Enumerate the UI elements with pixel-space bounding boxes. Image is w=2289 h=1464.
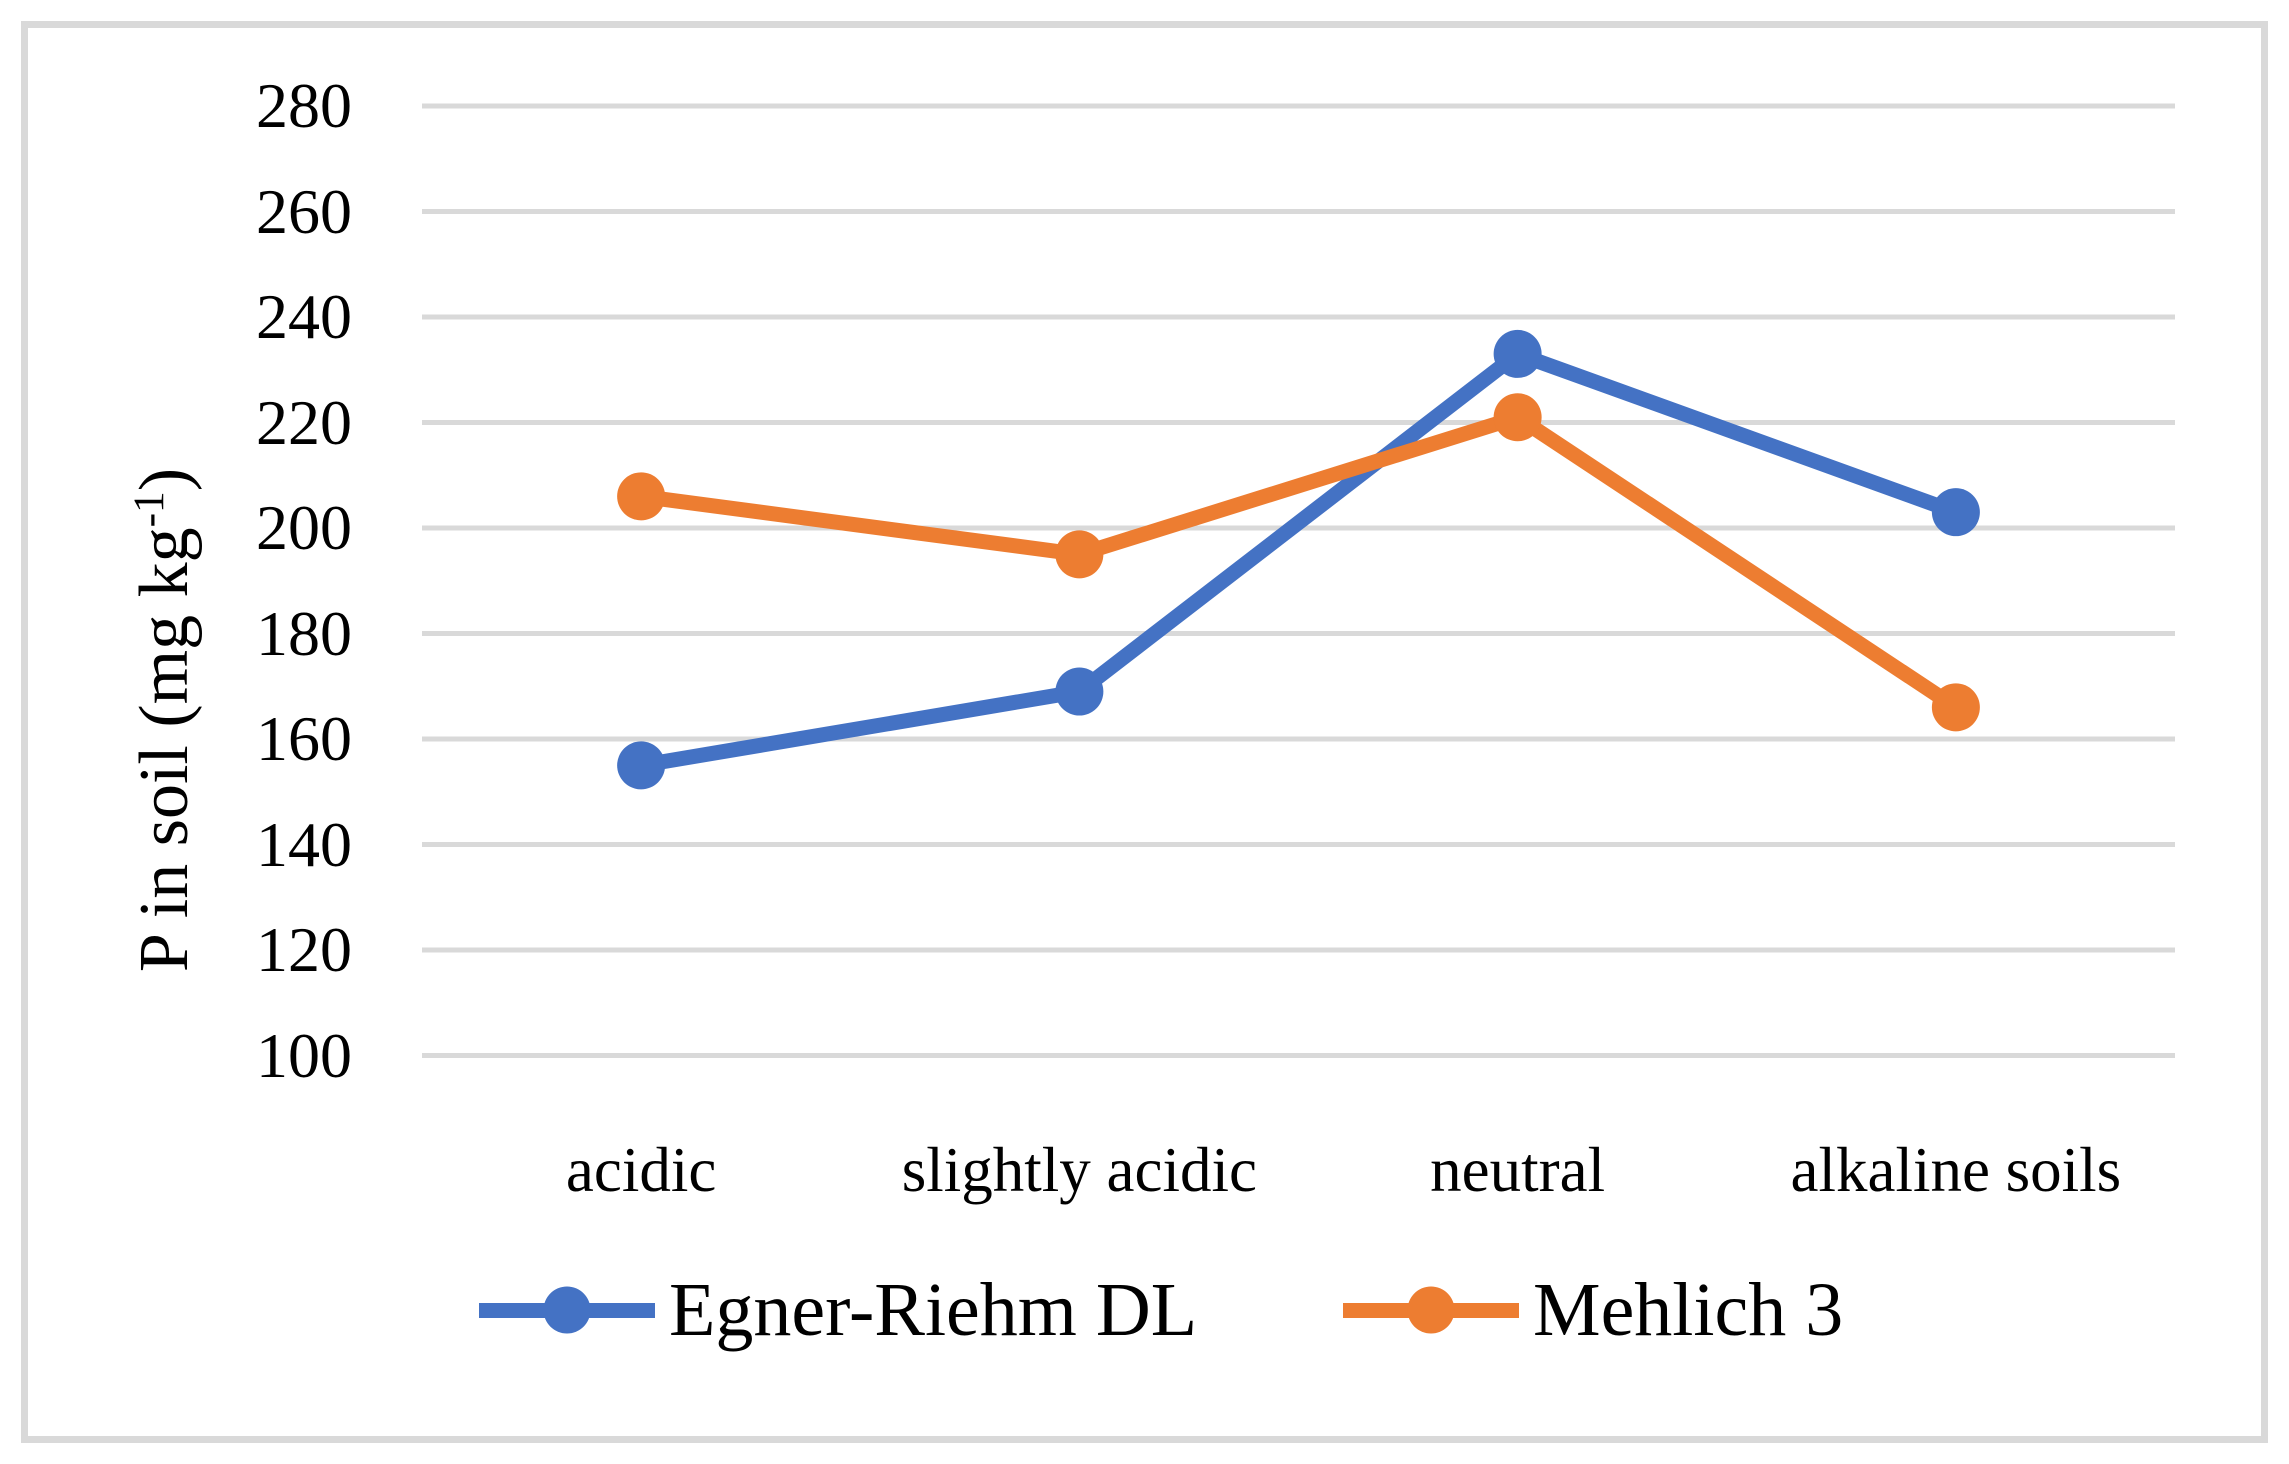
data-point-marker	[1055, 667, 1104, 716]
y-tick-label: 120	[256, 914, 352, 985]
legend-marker-icon	[543, 1286, 591, 1334]
y-tick-label: 240	[256, 281, 352, 352]
y-tick-label: 280	[256, 70, 352, 141]
legend-label: Egner-Riehm DL	[669, 1268, 1198, 1352]
legend-marker-icon	[1407, 1286, 1455, 1334]
data-point-marker	[617, 472, 666, 521]
y-tick-label: 140	[256, 808, 352, 880]
y-tick-label: 100	[256, 1019, 352, 1091]
legend-entry: Egner-Riehm DL	[479, 1272, 1197, 1348]
legend-line-swatch	[1343, 1286, 1519, 1334]
y-tick-label: 200	[256, 492, 352, 563]
data-point-marker	[1931, 683, 1980, 732]
x-category-label: slightly acidic	[901, 1135, 1257, 1205]
data-point-marker	[1493, 393, 1542, 442]
legend-label: Mehlich 3	[1533, 1268, 1844, 1352]
series-line	[633, 346, 1964, 773]
data-point-marker	[1931, 488, 1980, 537]
data-point-marker	[1055, 530, 1104, 579]
x-category-label: acidic	[565, 1135, 717, 1205]
legend-entry: Mehlich 3	[1343, 1272, 1843, 1348]
y-axis-title-superscript: -1	[125, 491, 174, 528]
x-category-label: alkaline soils	[1790, 1135, 2122, 1205]
y-tick-label: 260	[256, 175, 352, 247]
y-axis-title: P in soil (mg kg-1)	[125, 468, 205, 972]
y-tick-label: 180	[256, 597, 352, 669]
y-axis-title-suffix: )	[126, 467, 203, 492]
y-axis-title-text: P in soil (mg kg	[126, 527, 203, 973]
data-point-marker	[617, 741, 666, 790]
x-category-label: neutral	[1430, 1135, 1606, 1205]
y-tick-label: 220	[256, 386, 352, 458]
y-tick-label: 160	[256, 703, 352, 774]
data-point-marker	[1493, 329, 1542, 378]
series-line	[633, 409, 1964, 715]
legend-line-swatch	[479, 1286, 655, 1334]
